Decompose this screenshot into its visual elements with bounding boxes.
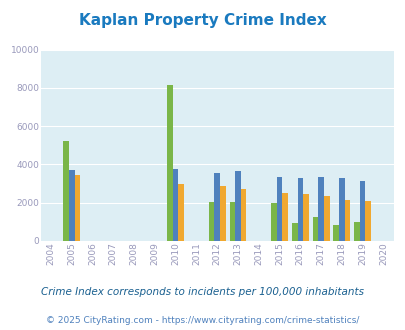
Bar [359,181,364,241]
Bar [344,200,350,241]
Bar [338,178,344,241]
Bar [75,175,80,241]
Bar [69,170,75,241]
Bar [173,169,178,241]
Bar [167,85,173,241]
Bar [178,184,183,241]
Bar [303,194,308,241]
Bar [312,217,318,241]
Bar [333,225,338,241]
Bar [318,177,323,241]
Bar [281,193,287,241]
Bar [323,196,329,241]
Bar [276,177,281,241]
Bar [234,171,240,241]
Text: Kaplan Property Crime Index: Kaplan Property Crime Index [79,13,326,28]
Bar [63,141,69,241]
Bar [214,173,220,241]
Bar [240,189,246,241]
Bar [220,186,225,241]
Bar [297,178,303,241]
Bar [291,223,297,241]
Bar [229,202,234,241]
Bar [208,202,214,241]
Text: Crime Index corresponds to incidents per 100,000 inhabitants: Crime Index corresponds to incidents per… [41,287,364,297]
Bar [364,201,370,241]
Bar [271,203,276,241]
Bar [354,222,359,241]
Text: © 2025 CityRating.com - https://www.cityrating.com/crime-statistics/: © 2025 CityRating.com - https://www.city… [46,315,359,325]
